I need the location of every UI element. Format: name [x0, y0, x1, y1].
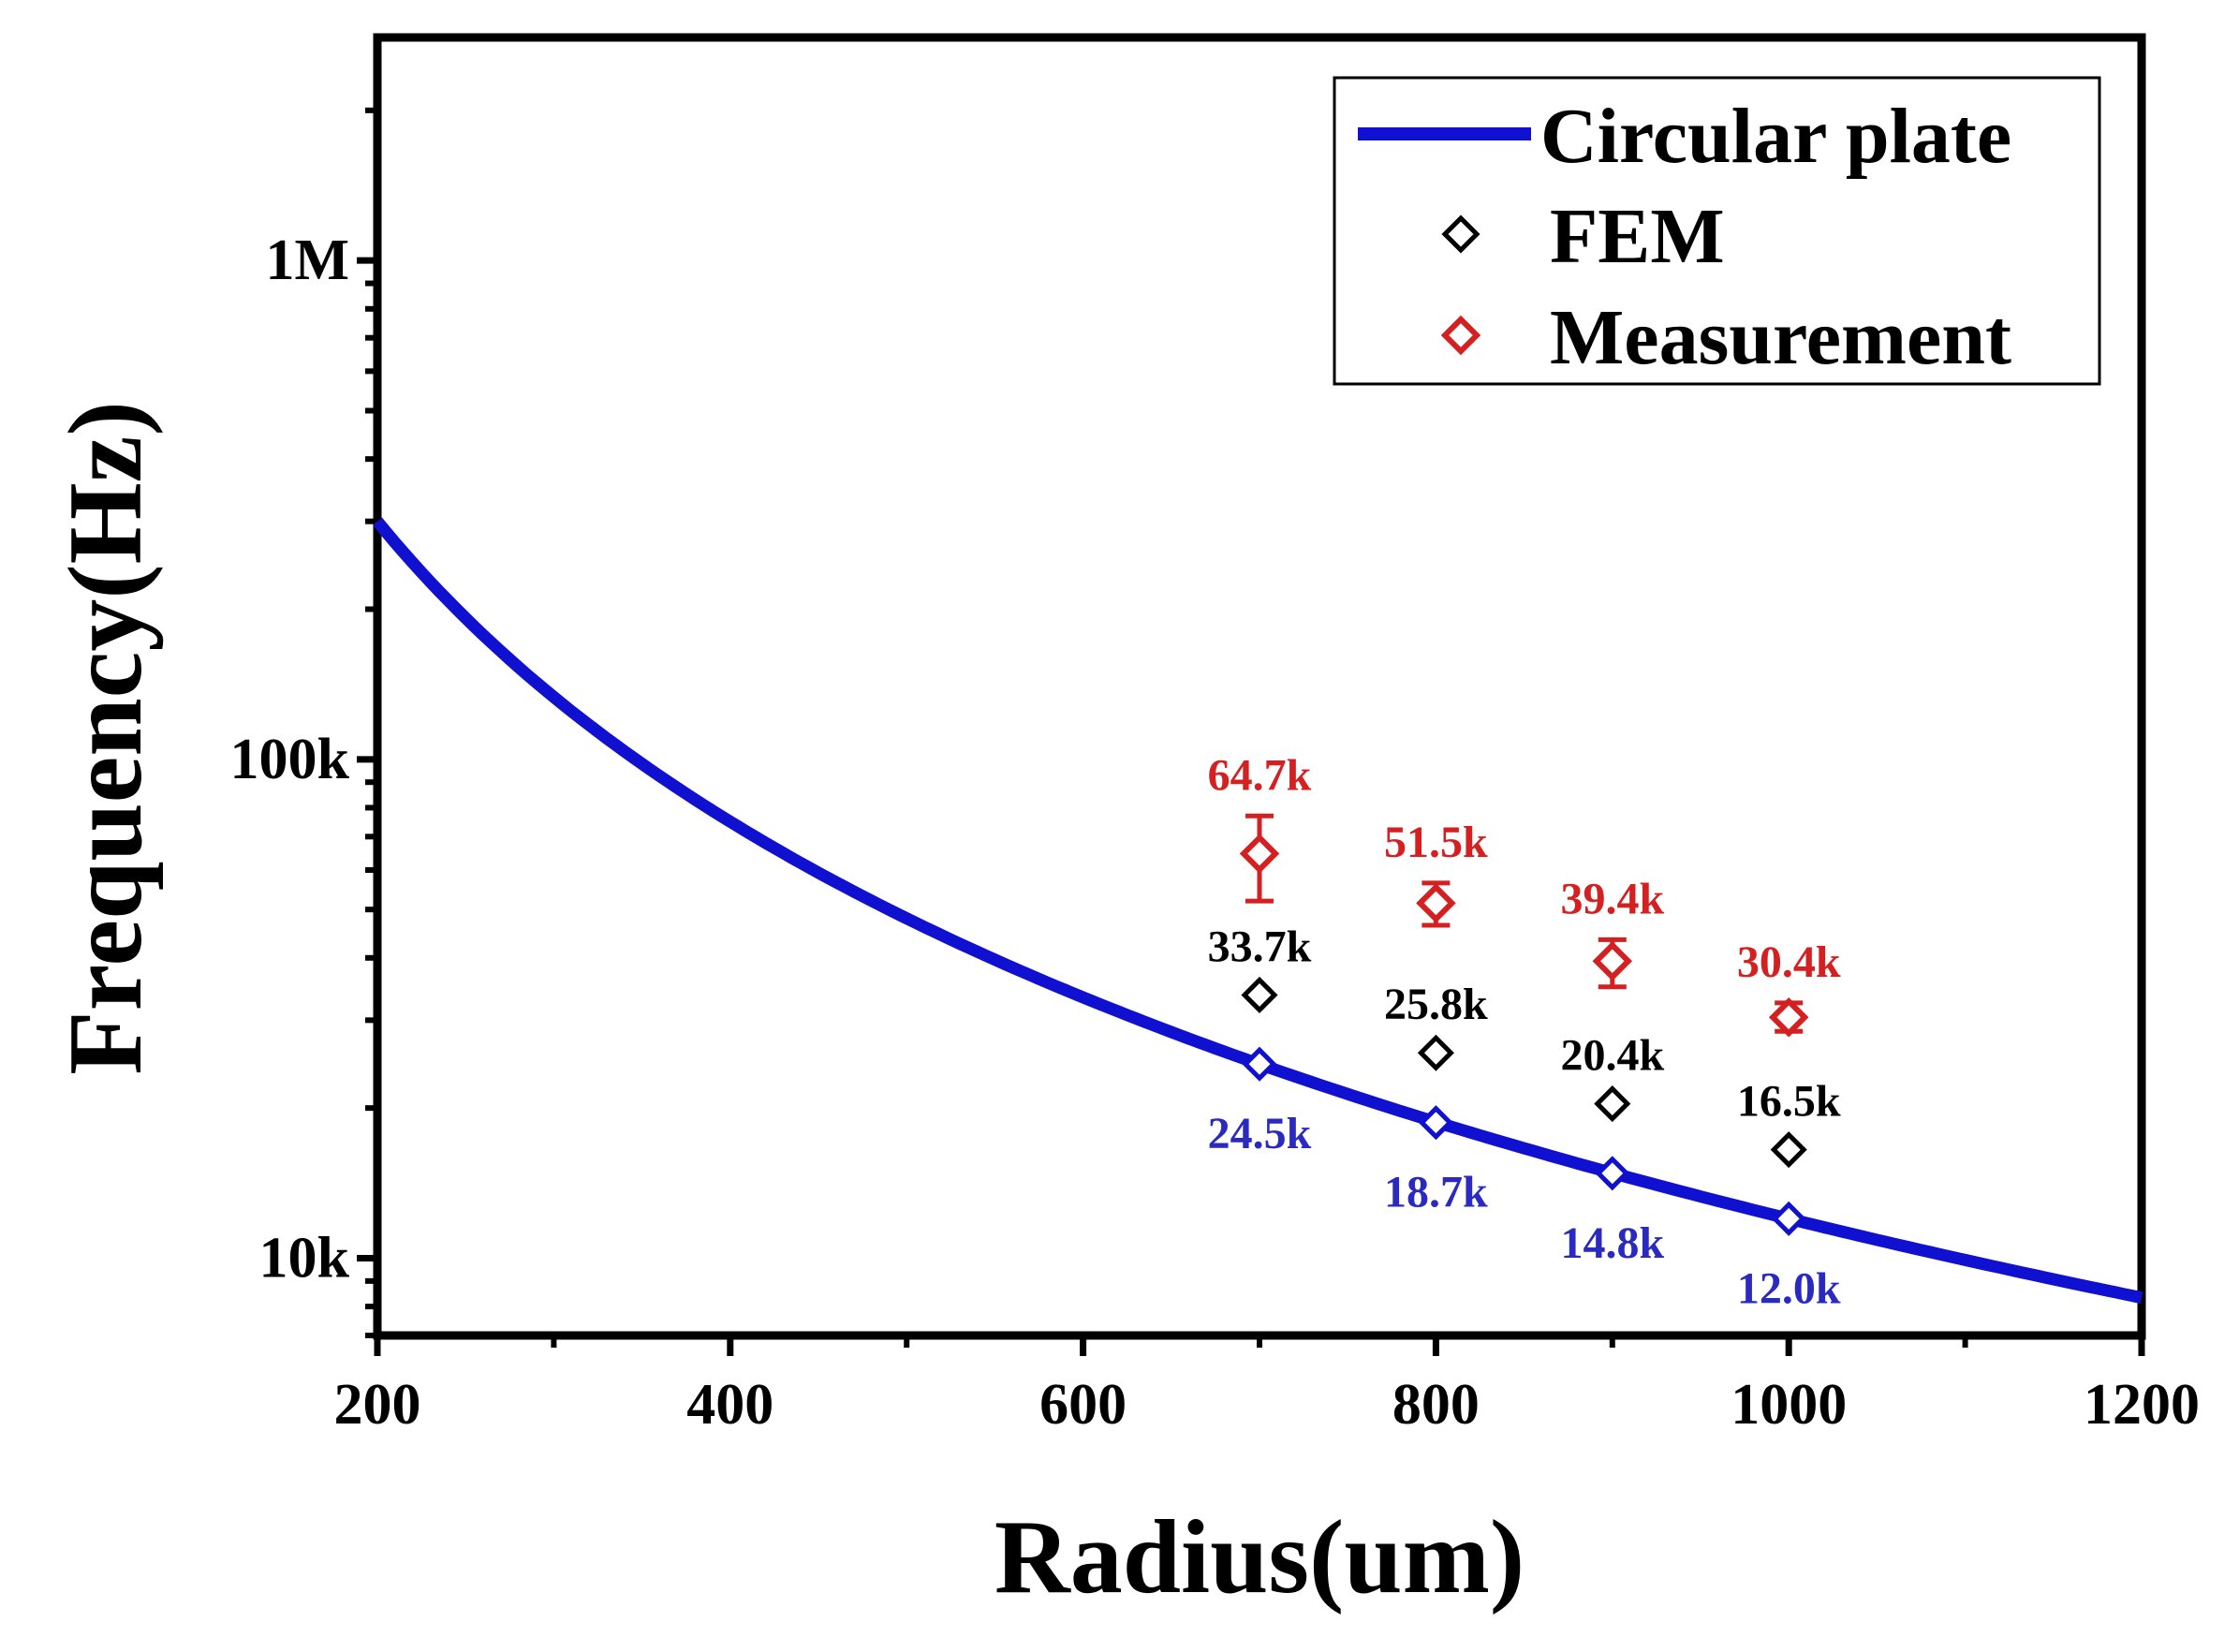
legend-fem-marker	[1441, 214, 1480, 254]
x-tick-label: 1200	[2084, 1373, 2200, 1437]
x-tick-label: 1000	[1731, 1373, 1847, 1437]
y-axis-title: Frequency(Hz)	[48, 401, 164, 1075]
label-layer: 24.5k 18.7k 14.8k 12.0k 33.7k 25.8k 20.4k 16.5k…	[1208, 750, 1841, 1313]
y-tick-label: 100k	[230, 728, 350, 791]
legend: Circular plate FEM Measurement	[1333, 76, 2101, 386]
y-tick-label: 10k	[259, 1226, 350, 1290]
y-tick-label: 1M	[265, 229, 349, 292]
measurement-label: 30.4k	[1737, 937, 1841, 987]
circular-plate-marker	[1771, 1201, 1806, 1236]
circular-plate-label: 24.5k	[1208, 1109, 1312, 1158]
fem-label: 33.7k	[1208, 922, 1312, 971]
x-tick-label: 200	[334, 1373, 421, 1437]
circular-plate-marker	[1595, 1156, 1630, 1191]
x-tick-label: 400	[686, 1373, 773, 1437]
fem-label: 16.5k	[1737, 1077, 1841, 1127]
measurement-marker	[1239, 833, 1280, 874]
fem-marker	[1241, 976, 1278, 1013]
circular-plate-marker	[1418, 1105, 1453, 1141]
measurement-marker	[1416, 883, 1456, 923]
measurement-marker	[1592, 941, 1633, 981]
x-tick-label: 600	[1039, 1373, 1127, 1437]
x-tick-label: 800	[1392, 1373, 1480, 1437]
fem-marker	[1417, 1034, 1454, 1071]
x-axis-title: Radius(um)	[994, 1499, 1525, 1615]
legend-measurement-label: Measurement	[1550, 294, 2011, 381]
legend-fem-label: FEM	[1550, 193, 1725, 280]
axes-layer: 200 400 600 800 1000 1200 10k 100k 1M Radius(um) F…	[48, 33, 2200, 1615]
measurement-label: 39.4k	[1560, 874, 1664, 923]
fem-marker	[1770, 1131, 1807, 1169]
measurement-label: 64.7k	[1208, 750, 1312, 800]
measurement-label: 51.5k	[1384, 818, 1488, 867]
circular-plate-curve	[372, 517, 2143, 1305]
fem-label: 20.4k	[1560, 1031, 1664, 1081]
circular-plate-marker	[1242, 1046, 1277, 1082]
plot-layer	[372, 517, 2143, 1305]
legend-measurement-marker	[1440, 315, 1481, 356]
circular-plate-label: 12.0k	[1737, 1263, 1841, 1313]
circular-plate-label: 14.8k	[1560, 1218, 1664, 1268]
fem-label: 25.8k	[1384, 980, 1488, 1029]
legend-circular-plate-label: Circular plate	[1540, 93, 2011, 180]
circular-plate-label: 18.7k	[1384, 1168, 1488, 1217]
measurement-marker	[1768, 997, 1809, 1038]
fem-marker	[1594, 1085, 1631, 1123]
